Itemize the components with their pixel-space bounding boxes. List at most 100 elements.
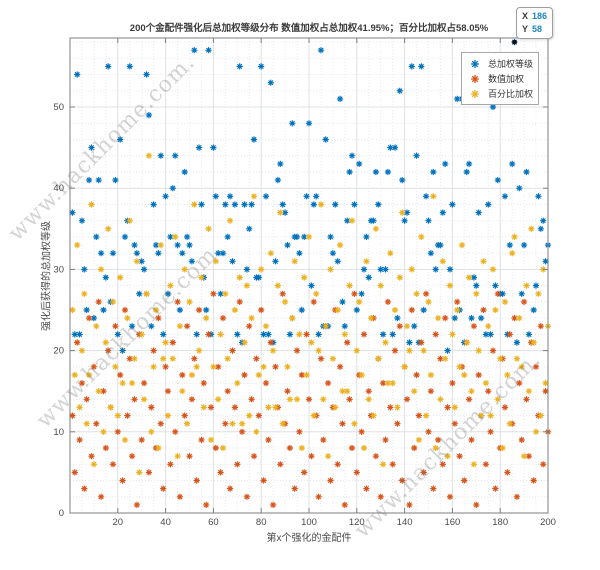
- scatter-point[interactable]: [523, 396, 530, 403]
- scatter-point[interactable]: [301, 233, 308, 240]
- scatter-point[interactable]: [310, 201, 317, 208]
- scatter-point[interactable]: [246, 225, 253, 232]
- scatter-point[interactable]: [389, 331, 396, 338]
- scatter-point[interactable]: [121, 306, 129, 314]
- scatter-point[interactable]: [267, 250, 274, 257]
- scatter-point[interactable]: [430, 168, 437, 176]
- scatter-point[interactable]: [253, 428, 260, 435]
- scatter-point[interactable]: [518, 363, 525, 370]
- scatter-point[interactable]: [475, 371, 482, 379]
- scatter-point[interactable]: [423, 412, 430, 419]
- scatter-point[interactable]: [303, 193, 310, 200]
- scatter-point[interactable]: [439, 461, 446, 468]
- scatter-point[interactable]: [308, 453, 315, 460]
- scatter-point[interactable]: [102, 339, 109, 346]
- scatter-point[interactable]: [286, 396, 293, 403]
- scatter-point[interactable]: [348, 217, 356, 224]
- scatter-point[interactable]: [420, 347, 427, 354]
- scatter-point[interactable]: [542, 388, 549, 395]
- scatter-point[interactable]: [231, 404, 238, 411]
- scatter-point[interactable]: [334, 306, 341, 314]
- scatter-point[interactable]: [207, 436, 215, 443]
- scatter-point[interactable]: [423, 290, 430, 297]
- scatter-point[interactable]: [277, 209, 284, 216]
- scatter-point[interactable]: [248, 396, 255, 403]
- scatter-point[interactable]: [380, 380, 387, 387]
- scatter-point[interactable]: [90, 363, 97, 370]
- scatter-point[interactable]: [265, 404, 272, 411]
- scatter-point[interactable]: [100, 306, 107, 314]
- scatter-point[interactable]: [133, 258, 140, 265]
- scatter-point[interactable]: [129, 380, 136, 387]
- scatter-point[interactable]: [427, 371, 434, 379]
- scatter-point[interactable]: [344, 388, 351, 395]
- scatter-point[interactable]: [184, 233, 191, 240]
- scatter-point[interactable]: [231, 306, 238, 314]
- scatter-point[interactable]: [310, 298, 317, 305]
- scatter-point[interactable]: [98, 250, 105, 257]
- series-percent[interactable]: [69, 152, 552, 476]
- scatter-point[interactable]: [105, 225, 112, 232]
- scatter-point[interactable]: [188, 258, 195, 265]
- scatter-point[interactable]: [217, 331, 224, 338]
- scatter-point[interactable]: [117, 371, 124, 379]
- scatter-point[interactable]: [411, 444, 418, 452]
- scatter-point[interactable]: [470, 461, 477, 468]
- scatter-point[interactable]: [227, 217, 234, 224]
- scatter-point[interactable]: [313, 290, 320, 297]
- scatter-point[interactable]: [93, 420, 100, 427]
- scatter-point[interactable]: [236, 298, 243, 305]
- scatter-point[interactable]: [69, 209, 76, 216]
- scatter-point[interactable]: [191, 355, 198, 362]
- scatter-point[interactable]: [466, 274, 473, 281]
- scatter-point[interactable]: [513, 493, 520, 500]
- scatter-point[interactable]: [437, 396, 444, 403]
- scatter-point[interactable]: [372, 225, 379, 232]
- scatter-point[interactable]: [121, 436, 129, 443]
- scatter-point[interactable]: [387, 144, 394, 151]
- legend-item-total[interactable]: 总加权等级: [468, 56, 534, 71]
- scatter-point[interactable]: [532, 282, 540, 289]
- scatter-point[interactable]: [353, 469, 360, 476]
- scatter-point[interactable]: [396, 323, 403, 330]
- scatter-point[interactable]: [442, 355, 449, 362]
- scatter-point[interactable]: [155, 444, 162, 452]
- scatter-point[interactable]: [212, 193, 219, 200]
- scatter-point[interactable]: [389, 461, 396, 468]
- scatter-point[interactable]: [126, 63, 133, 70]
- scatter-point[interactable]: [341, 501, 348, 508]
- scatter-point[interactable]: [305, 120, 313, 127]
- scatter-point[interactable]: [377, 493, 384, 500]
- scatter-point[interactable]: [224, 388, 231, 395]
- scatter-point[interactable]: [162, 339, 169, 346]
- scatter-point[interactable]: [430, 485, 437, 492]
- scatter-point[interactable]: [267, 79, 274, 86]
- scatter-point[interactable]: [485, 201, 492, 208]
- scatter-point[interactable]: [540, 217, 547, 224]
- scatter-point[interactable]: [382, 436, 389, 443]
- scatter-point[interactable]: [150, 201, 157, 208]
- scatter-point[interactable]: [406, 339, 413, 346]
- scatter-point[interactable]: [95, 298, 102, 305]
- scatter-point[interactable]: [272, 404, 279, 411]
- scatter-point[interactable]: [418, 63, 425, 70]
- scatter-point[interactable]: [272, 363, 279, 370]
- scatter-point[interactable]: [272, 258, 279, 265]
- scatter-point[interactable]: [418, 233, 425, 240]
- scatter-point[interactable]: [439, 258, 446, 265]
- scatter-point[interactable]: [286, 331, 293, 338]
- scatter-point[interactable]: [368, 315, 375, 322]
- scatter-point[interactable]: [184, 323, 191, 330]
- scatter-point[interactable]: [74, 242, 81, 249]
- scatter-point[interactable]: [432, 266, 439, 273]
- scatter-point[interactable]: [105, 347, 112, 354]
- scatter-point[interactable]: [425, 298, 432, 305]
- scatter-point[interactable]: [267, 339, 274, 346]
- data-tip-anchor-dot[interactable]: [512, 39, 517, 45]
- scatter-point[interactable]: [196, 306, 203, 314]
- scatter-point[interactable]: [523, 282, 530, 289]
- scatter-point[interactable]: [109, 250, 117, 257]
- scatter-point[interactable]: [241, 201, 248, 208]
- scatter-point[interactable]: [160, 485, 167, 492]
- scatter-point[interactable]: [394, 404, 401, 411]
